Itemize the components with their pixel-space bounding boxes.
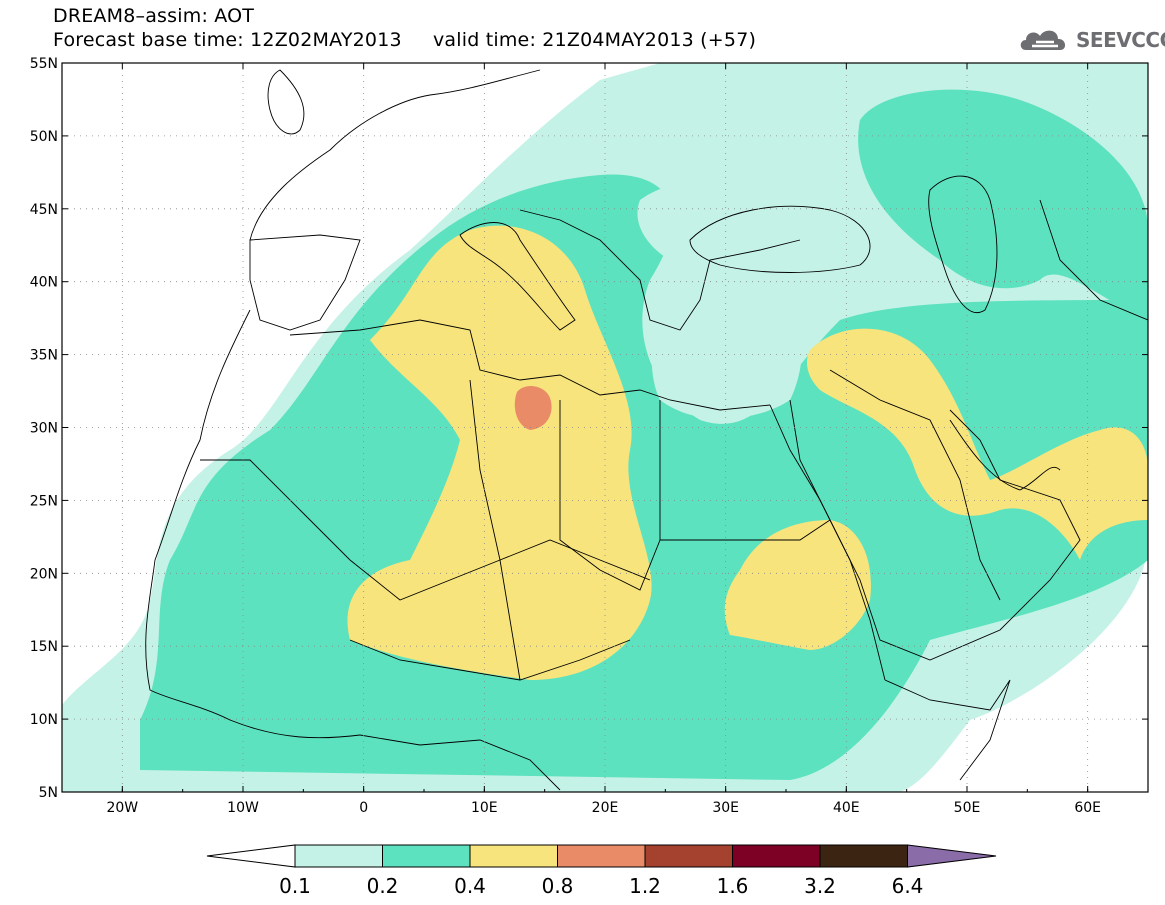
aot-band-0.2-east: [858, 89, 1148, 320]
map-axes: 5N 10N 15N 20N 25N 30N 35N 40N 45N 50N 55N 20W 10W 0 1…: [30, 56, 1149, 816]
colorbar-box: [382, 844, 471, 868]
lon-label: 10E: [471, 800, 498, 816]
colorbar: 0.1 0.2 0.4 0.8 1.2 1.6 3.2 6.4: [206, 844, 997, 898]
border-sahel: [349, 639, 631, 681]
coast-horn-africa: [884, 679, 1011, 781]
lat-label: 40N: [30, 275, 58, 291]
border-sahara-1: [200, 459, 651, 601]
aot-light-east-med: [651, 301, 802, 419]
lat-label: 30N: [30, 421, 58, 437]
aot-band-0.4-sudan: [724, 520, 871, 650]
lat-label: 50N: [30, 129, 58, 145]
coast-british-isles: [267, 69, 305, 135]
coastlines: [145, 69, 1148, 791]
lon-label: 30E: [712, 800, 739, 816]
colorbar-box: [644, 844, 733, 868]
coast-europe-north: [249, 69, 541, 241]
brand-logo: SEEVCCC: [1018, 26, 1165, 54]
lon-label: 50E: [954, 800, 981, 816]
border-east-africa: [660, 519, 831, 541]
colorbar-label: 1.6: [717, 874, 749, 898]
colorbar-lower-arrow: [206, 844, 296, 868]
lon-label: 10W: [227, 800, 259, 816]
colorbar-label: 0.2: [367, 874, 399, 898]
colorbar-label: 6.4: [892, 874, 924, 898]
coast-black-sea: [689, 205, 871, 273]
coast-gulf-guinea: [359, 734, 561, 791]
chart-title: DREAM8–assim: AOT: [53, 5, 255, 27]
graticule: [62, 63, 1148, 792]
coast-persian-gulf: [949, 419, 1061, 491]
lat-label: 20N: [30, 566, 58, 582]
colorbar-box: [819, 844, 908, 868]
lat-label: 55N: [30, 56, 58, 72]
aot-band-0.4-sahara: [347, 225, 652, 680]
lat-label: 15N: [30, 639, 58, 655]
colorbar-upper-arrow: [907, 844, 997, 868]
aot-light-balkans: [637, 179, 858, 284]
colorbar-box: [732, 844, 821, 868]
colorbar-box: [469, 844, 558, 868]
lon-label: 0: [359, 800, 368, 816]
border-sahara-2: [469, 379, 521, 681]
aot-band-0.8: [514, 386, 552, 430]
lat-label: 35N: [30, 348, 58, 364]
brand-name: SEEVCCC: [1076, 28, 1165, 52]
cloud-icon: [1020, 30, 1066, 50]
colorbar-box: [557, 844, 646, 868]
colorbar-label: 1.2: [629, 874, 661, 898]
lon-label: 40E: [833, 800, 860, 816]
colorbar-label: 0.8: [542, 874, 574, 898]
border-arabia: [829, 369, 1001, 601]
coast-balkans: [519, 209, 801, 331]
colorbar-label: 0.4: [454, 874, 486, 898]
lon-label: 20W: [106, 800, 138, 816]
lat-label: 45N: [30, 202, 58, 218]
border-asia: [1039, 199, 1148, 321]
lon-label: 60E: [1074, 800, 1101, 816]
coast-north-africa: [289, 319, 771, 411]
coast-west-africa: [145, 309, 361, 739]
coast-italy: [459, 222, 576, 331]
aot-field: [62, 63, 1148, 792]
coast-iberia: [249, 234, 361, 331]
lon-label: 20E: [592, 800, 619, 816]
lat-label: 10N: [30, 712, 58, 728]
aot-band-0.4-arabia: [807, 328, 1148, 560]
coast-caspian: [928, 175, 998, 313]
colorbar-label: 3.2: [804, 874, 836, 898]
lat-label: 5N: [39, 785, 58, 801]
forecast-times: Forecast base time: 12Z02MAY2013 valid t…: [53, 29, 757, 51]
colorbar-box: [294, 844, 383, 868]
lat-label: 25N: [30, 493, 58, 509]
colorbar-label: 0.1: [279, 874, 311, 898]
